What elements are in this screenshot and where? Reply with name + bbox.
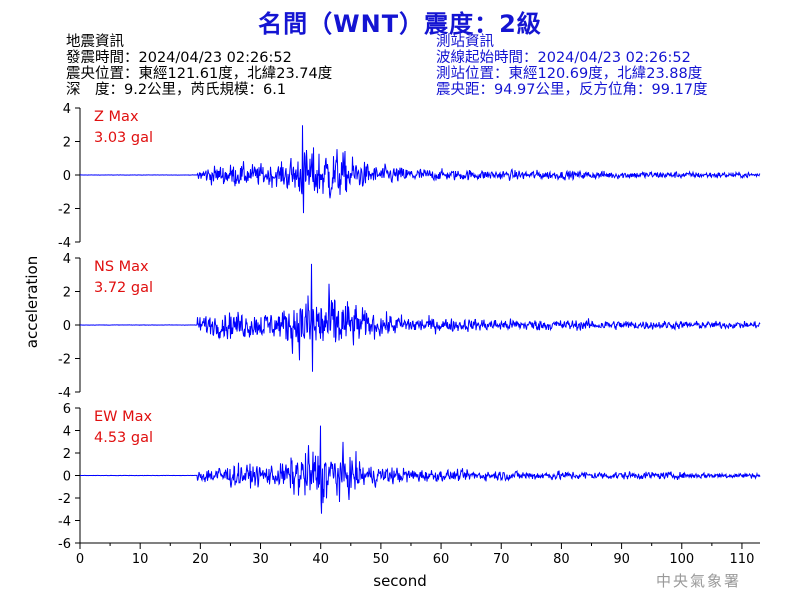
chart-title: 名間（WNT）震度：2級 xyxy=(258,10,542,38)
component-label: EW Max xyxy=(94,409,153,425)
x-tick-label: 110 xyxy=(730,552,755,567)
agency-credit: 中央氣象署 xyxy=(656,572,742,590)
x-tick-label: 40 xyxy=(312,552,329,567)
x-tick-label: 60 xyxy=(433,552,450,567)
x-tick-label: 80 xyxy=(553,552,570,567)
station-location: 測站位置：東經120.69度，北緯23.88度 xyxy=(436,66,703,82)
x-tick-label: 0 xyxy=(76,552,84,567)
y-tick-label: -4 xyxy=(58,515,71,530)
max-value-label: 3.72 gal xyxy=(94,280,153,296)
y-tick-label: -6 xyxy=(58,537,71,552)
x-axis-title: second xyxy=(373,572,427,590)
max-value-label: 4.53 gal xyxy=(94,430,153,446)
depth-magnitude: 深 度：9.2公里，芮氏規模：6.1 xyxy=(66,82,287,98)
y-tick-label: 2 xyxy=(63,286,71,301)
y-axis-title: acceleration xyxy=(23,256,41,348)
waveform-trace-ew xyxy=(80,425,761,514)
y-tick-label: 4 xyxy=(63,102,71,117)
y-tick-label: 2 xyxy=(63,136,71,151)
x-tick-label: 70 xyxy=(493,552,510,567)
y-tick-label: -2 xyxy=(58,353,71,368)
station-info-heading: 測站資訊 xyxy=(436,34,494,50)
station-info: 測站資訊 波線起始時間：2024/04/23 02:26:52 測站位置：東經1… xyxy=(436,34,708,98)
y-tick-label: 4 xyxy=(63,252,71,267)
waveform-trace-ns xyxy=(79,263,761,372)
component-label: NS Max xyxy=(94,259,149,275)
y-tick-label: -2 xyxy=(58,492,71,507)
y-tick-label: 4 xyxy=(63,425,71,440)
y-tick-label: -2 xyxy=(58,203,71,218)
y-tick-label: 0 xyxy=(63,319,71,334)
max-value-label: 3.03 gal xyxy=(94,130,153,146)
x-tick-label: 50 xyxy=(373,552,390,567)
origin-time: 發震時間：2024/04/23 02:26:52 xyxy=(66,50,292,66)
x-tick-label: 100 xyxy=(669,552,694,567)
x-tick-label: 30 xyxy=(252,552,269,567)
panel-z: 4 2 0 -2 -4 Z Max 3.03 gal xyxy=(58,102,761,251)
earthquake-info: 地震資訊 發震時間：2024/04/23 02:26:52 震央位置：東經121… xyxy=(66,34,332,98)
panel-ew: 6 4 2 0 -2 -4 -6 EW Max 4.53 gal xyxy=(58,402,761,552)
epicenter-location: 震央位置：東經121.61度，北緯23.74度 xyxy=(66,66,333,82)
waveform-trace-z xyxy=(80,125,761,214)
y-tick-label: -4 xyxy=(58,386,71,401)
y-tick-label: -4 xyxy=(58,236,71,251)
x-tick-label: 90 xyxy=(613,552,630,567)
y-tick-label: 0 xyxy=(63,169,71,184)
x-tick-label: 20 xyxy=(192,552,209,567)
component-label: Z Max xyxy=(94,109,139,125)
x-tick-label: 10 xyxy=(132,552,149,567)
distance-azimuth: 震央距：94.97公里，反方位角：99.17度 xyxy=(436,82,708,98)
y-tick-label: 6 xyxy=(63,402,71,417)
wave-start-time: 波線起始時間：2024/04/23 02:26:52 xyxy=(436,50,691,66)
y-tick-label: 0 xyxy=(63,470,71,485)
panel-ns: 4 2 0 -2 -4 NS Max 3.72 gal xyxy=(58,252,761,401)
earthquake-info-heading: 地震資訊 xyxy=(66,34,124,50)
y-tick-label: 2 xyxy=(63,447,71,462)
